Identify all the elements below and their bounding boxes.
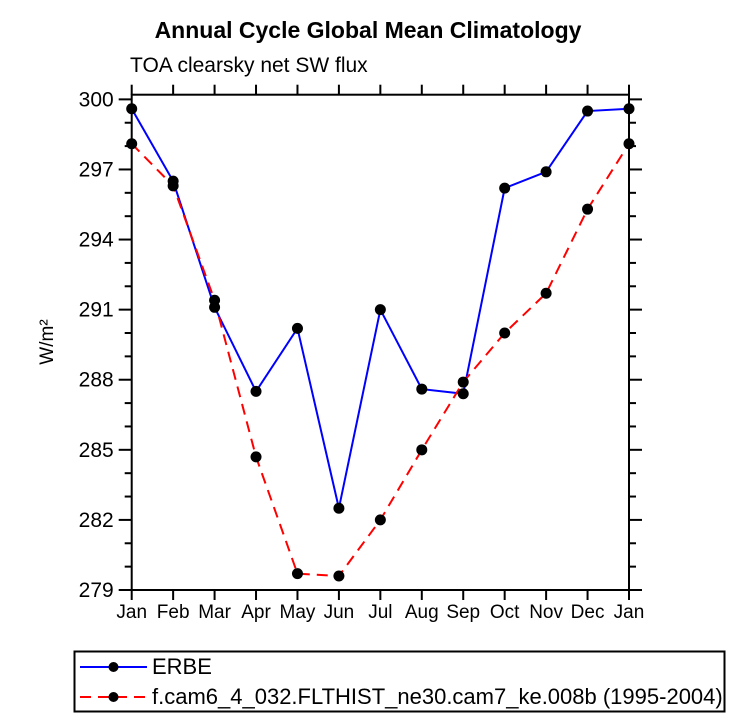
data-point-marker-0 [374, 304, 386, 316]
data-point-marker-1 [250, 451, 262, 463]
x-tick-label: Jan [116, 602, 147, 623]
data-point-marker-1 [126, 138, 138, 150]
data-point-marker-1 [499, 327, 511, 339]
y-tick-label: 279 [79, 579, 114, 602]
data-point-marker-1 [623, 138, 635, 150]
y-tick-label: 288 [79, 369, 114, 392]
data-point-marker-1 [416, 444, 428, 456]
legend-symbols [80, 662, 147, 702]
data-point-marker-0 [540, 166, 552, 178]
legend: ERBE f.cam6_4_032.FLTHIST_ne30.cam7_ke.0… [73, 650, 726, 713]
data-point-marker-1 [209, 294, 221, 306]
x-tick-label: Feb [157, 602, 190, 623]
plot-area: 279 282 285 288 291 294 297 300 Jan Feb Mar Apr May J… [79, 84, 645, 623]
chart-title: Annual Cycle Global Mean Climatology [155, 17, 582, 43]
x-tick-label: Aug [405, 602, 439, 623]
x-tick-label: Jan [614, 602, 645, 623]
y-axis-label: W/m² [37, 319, 58, 364]
data-point-marker-1 [540, 287, 552, 299]
data-point-marker-0 [126, 103, 138, 115]
chart-subtitle: TOA clearsky net SW flux [130, 54, 368, 77]
data-point-marker-1 [291, 568, 303, 580]
series-line-1 [130, 143, 630, 578]
data-point-marker-1 [333, 570, 345, 582]
y-tick-label: 282 [79, 509, 114, 532]
data-point-marker-1 [167, 180, 179, 192]
data-point-marker-1 [374, 514, 386, 526]
x-tick-label: May [280, 602, 316, 623]
data-point-marker-0 [250, 385, 262, 397]
legend-label-erbe: ERBE [152, 654, 212, 679]
data-point-marker-0 [457, 388, 469, 400]
x-tick-label: Sep [446, 602, 480, 623]
data-point-marker-0 [582, 105, 594, 117]
data-point-marker-0 [291, 322, 303, 334]
x-tick-label: Dec [571, 602, 605, 623]
x-tick-label: Nov [529, 602, 563, 623]
legend-marker-0 [108, 662, 119, 672]
y-tick-label: 294 [79, 229, 114, 252]
x-tick-label: Oct [490, 602, 520, 623]
y-tick-label: 285 [79, 439, 114, 462]
data-point-marker-0 [333, 502, 345, 514]
x-tick-label: Mar [198, 602, 231, 623]
data-point-marker-0 [623, 103, 635, 115]
data-point-marker-1 [582, 203, 594, 215]
x-tick-label: Jul [368, 602, 392, 623]
y-tick-label: 297 [79, 158, 114, 181]
data-point-marker-0 [416, 383, 428, 395]
legend-marker-1 [108, 692, 119, 702]
x-tick-label: Apr [241, 602, 271, 623]
data-point-marker-0 [499, 182, 511, 194]
y-tick-label: 300 [79, 88, 114, 111]
y-tick-label: 291 [79, 299, 114, 322]
legend-box [73, 650, 726, 713]
legend-label-model: f.cam6_4_032.FLTHIST_ne30.cam7_ke.008b (… [152, 684, 723, 709]
data-point-marker-1 [457, 376, 469, 388]
x-tick-label: Jun [324, 602, 355, 623]
